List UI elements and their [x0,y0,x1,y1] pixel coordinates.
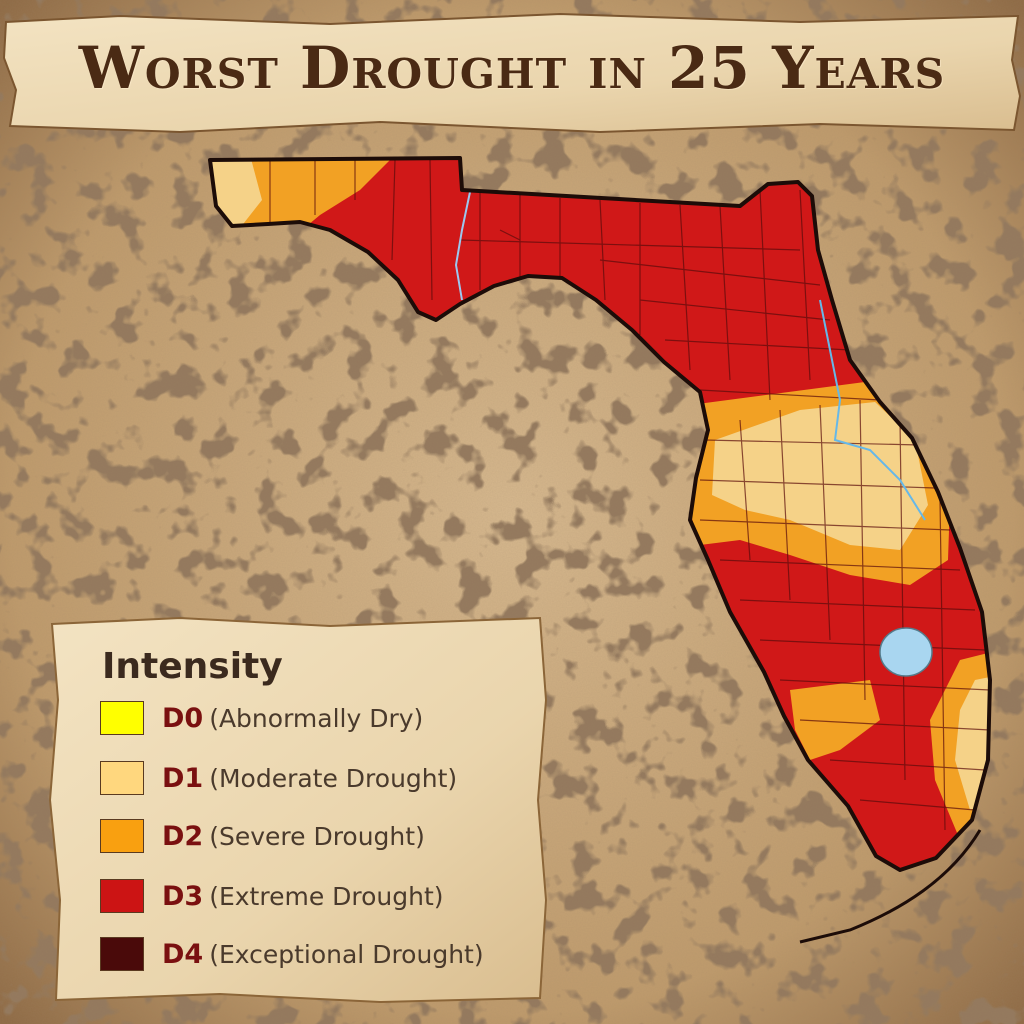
legend-item-d2: D2 (Severe Drought) [100,816,425,856]
florida-map [208,156,992,944]
legend-code-d4: D4 [162,938,204,970]
legend-swatch-d1 [100,761,144,795]
legend-label-d1: (Moderate Drought) [209,763,458,793]
map-title: Worst Drought in 25 Years [78,34,946,102]
legend-parchment [48,616,548,1004]
legend-item-d4: D4 (Exceptional Drought) [100,934,484,974]
legend-swatch-d3 [100,879,144,913]
legend-code-d0: D0 [162,702,204,734]
river-apalachicola [454,191,471,301]
zone-d1-central [712,402,928,550]
legend-label-d0: (Abnormally Dry) [209,703,424,733]
legend-title: Intensity [102,646,283,687]
lake-okeechobee [879,627,933,677]
legend-label-d3: (Extreme Drought) [209,881,444,911]
legend-swatch-d4 [100,937,144,971]
title-banner [2,12,1022,134]
legend-swatch-d0 [100,701,144,735]
legend: Intensity D0 (Abnormally Dry) D1 (Modera… [52,618,544,1000]
zone-d2-southwest [790,680,880,760]
legend-code-d2: D2 [162,820,204,852]
legend-label-d2: (Severe Drought) [209,821,425,851]
legend-swatch-d2 [100,819,144,853]
legend-item-d1: D1 (Moderate Drought) [100,758,457,798]
legend-code-d1: D1 [162,762,204,794]
legend-code-d3: D3 [162,880,204,912]
legend-item-d0: D0 (Abnormally Dry) [100,698,423,738]
legend-label-d4: (Exceptional Drought) [209,939,484,969]
florida-keys [799,829,982,944]
county-lines [269,158,990,831]
legend-item-d3: D3 (Extreme Drought) [100,876,444,916]
river-st-johns [819,299,926,521]
